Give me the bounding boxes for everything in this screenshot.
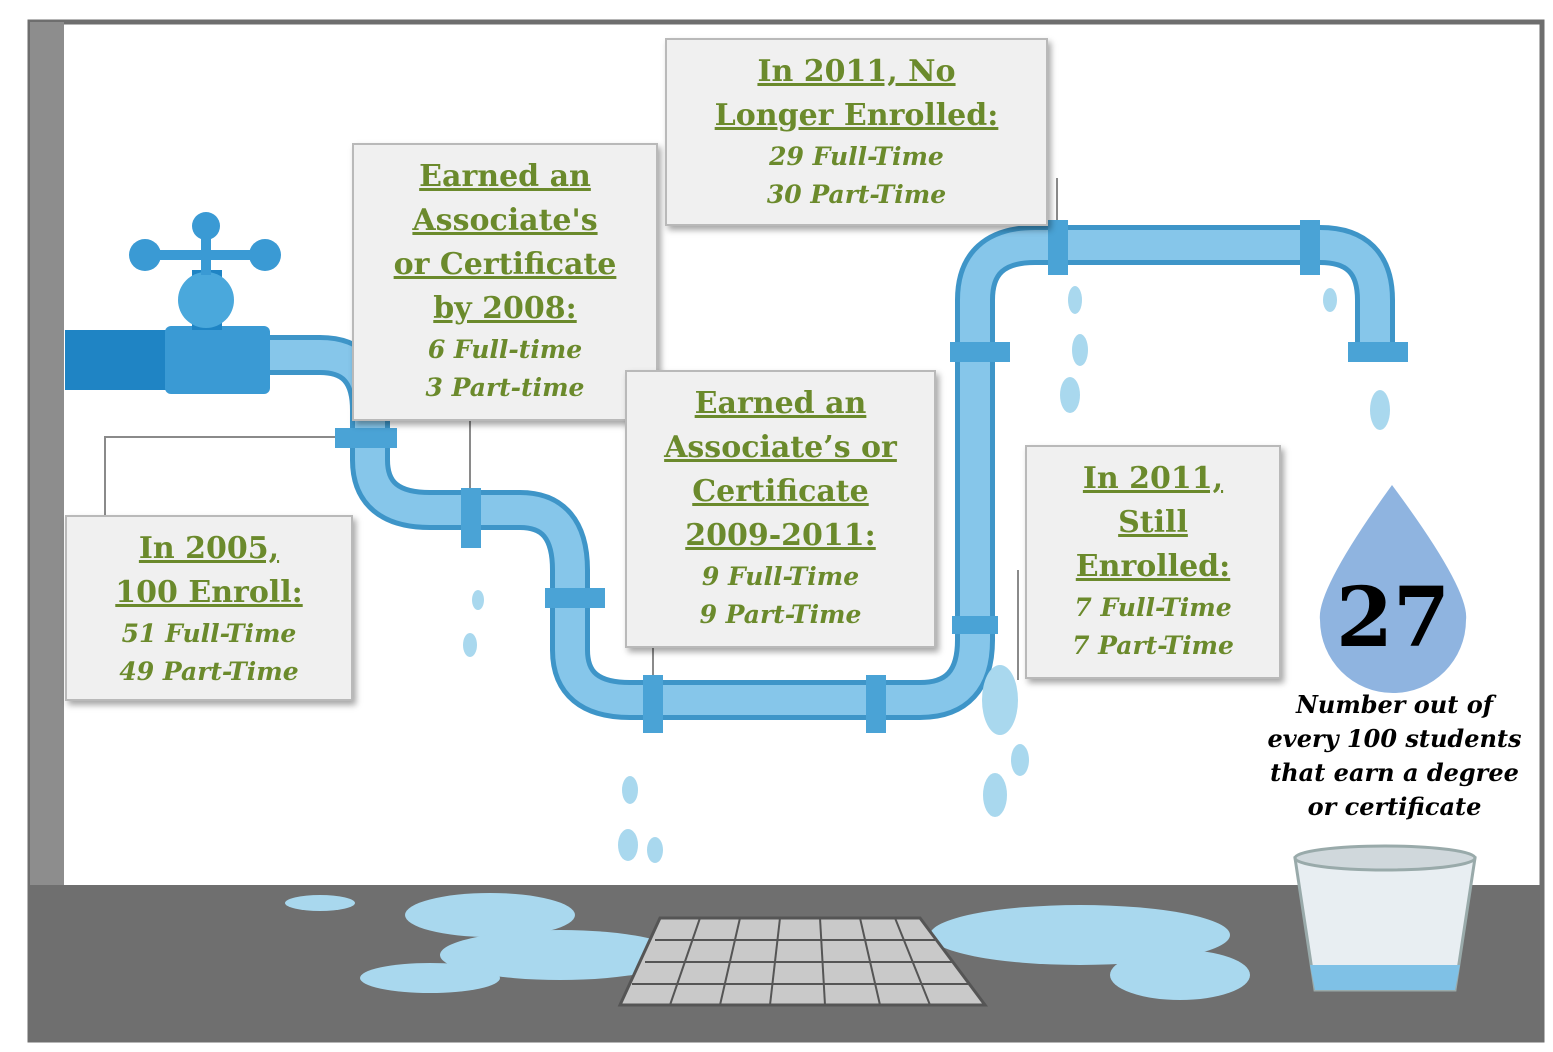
box-heading: In 2011, <box>1082 461 1224 496</box>
box-heading: In 2005, <box>138 531 280 566</box>
box-line: 3 Part-time <box>425 373 585 402</box>
box-line: 7 Full-Time <box>1074 593 1232 622</box>
box-heading: Earned an <box>694 386 867 421</box>
box-heading: Certificate <box>692 474 869 509</box>
info-box: Earned an Associate’s or Certificate 2009-2… <box>625 370 936 648</box>
water-drop <box>1319 485 1467 693</box>
box-line: 29 Full-Time <box>769 142 944 171</box>
pipe-joints <box>335 220 1408 733</box>
box-heading: Associate’s or <box>664 430 897 465</box>
drop-number: 27 <box>1335 570 1451 666</box>
info-box: In 2005, 100 Enroll: 51 Full-Time 49 Part-T… <box>65 515 353 701</box>
info-box: In 2011, Still Enrolled: 7 Full-Time 7 Part-… <box>1025 445 1281 679</box>
leak-drops <box>463 286 1390 863</box>
bucket <box>1293 844 1477 992</box>
box-line: 49 Part-Time <box>119 657 299 686</box>
faucet <box>65 212 281 394</box>
box-heading: Longer Enrolled: <box>714 98 999 133</box>
pipe <box>160 225 1395 720</box>
box-line: 6 Full-time <box>427 335 583 364</box>
info-box: Earned an Associate's or Certificate by 200… <box>352 143 658 421</box>
wall-post <box>30 22 64 887</box>
box-line: 7 Part-Time <box>1072 631 1234 660</box>
box-heading: by 2008: <box>433 291 577 326</box>
box-heading: Enrolled: <box>1075 549 1231 584</box>
puddles <box>285 893 1250 1000</box>
box-heading: Earned an <box>419 159 591 194</box>
box-heading: or Certificate <box>393 247 617 282</box>
drop-caption: Number out of every 100 students that ea… <box>1267 690 1522 821</box>
box-heading: 2009-2011: <box>685 518 876 553</box>
box-line: 51 Full-Time <box>121 619 297 648</box>
box-line: 9 Full-Time <box>701 562 860 591</box>
info-box: In 2011, No Longer Enrolled: 29 Full-Time 3… <box>665 38 1048 226</box>
connector-lines <box>104 178 1058 680</box>
box-heading: Still <box>1118 505 1188 540</box>
box-heading: Associate's <box>412 203 598 238</box>
box-heading: In 2011, No <box>757 54 956 89</box>
box-line: 9 Part-Time <box>699 600 862 629</box>
box-line: 30 Part-Time <box>766 180 947 209</box>
box-heading: 100 Enroll: <box>115 575 303 610</box>
drain-grate <box>617 916 988 1007</box>
